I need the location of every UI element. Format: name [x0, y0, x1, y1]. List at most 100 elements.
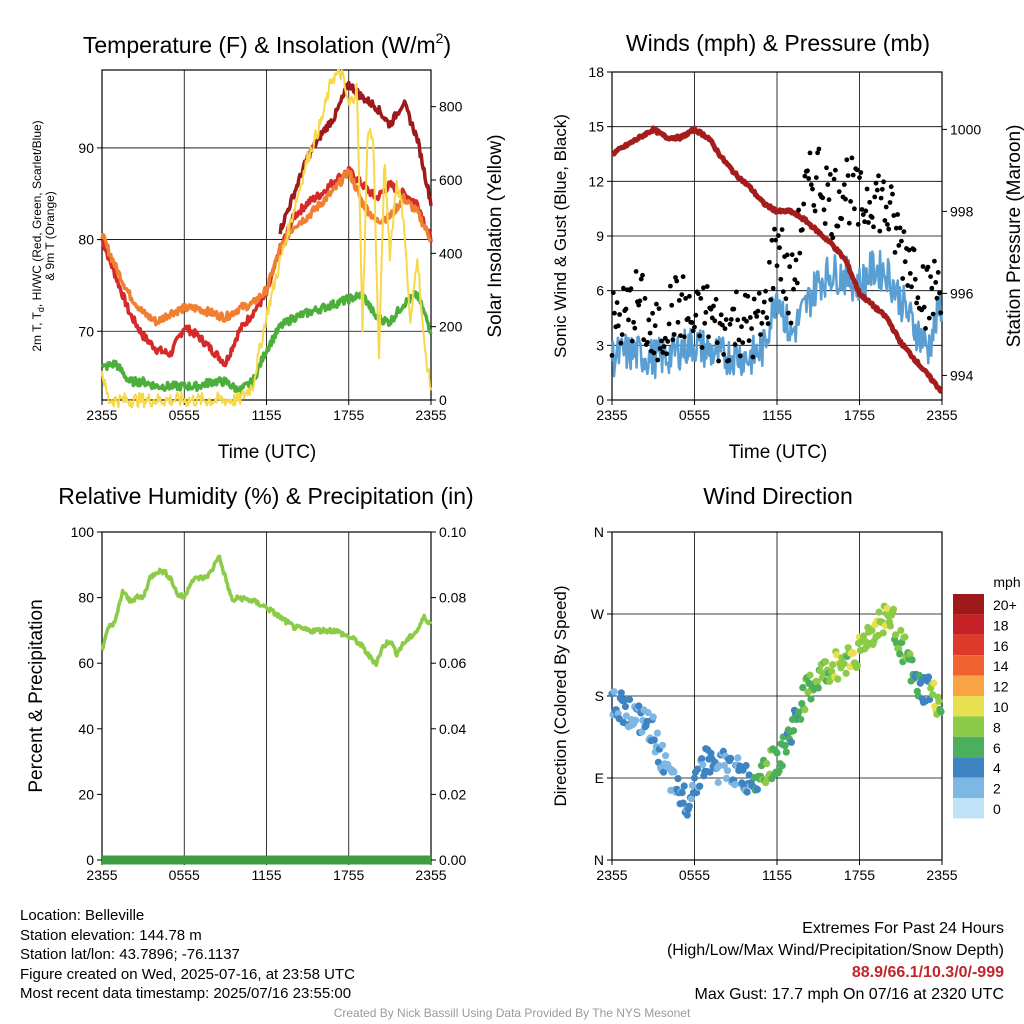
gust-point — [614, 300, 620, 305]
gust-point — [767, 259, 772, 265]
direction-point — [807, 695, 815, 703]
direction-point — [734, 754, 742, 762]
gust-point — [895, 212, 900, 217]
direction-point — [797, 715, 805, 723]
y-tick-label: 40 — [78, 721, 94, 737]
gust-point — [617, 312, 622, 317]
gust-point — [869, 215, 875, 220]
y-tick-label: 20 — [78, 786, 94, 802]
direction-point — [617, 689, 625, 697]
gust-point — [882, 218, 888, 223]
gust-point — [899, 238, 904, 244]
humidity-y-axis-label: Percent & Precipitation — [26, 599, 47, 792]
gust-point — [690, 328, 696, 334]
gust-point — [911, 247, 917, 253]
gust-point — [873, 180, 879, 186]
legend-swatch — [953, 675, 984, 696]
gust-point — [802, 173, 808, 179]
gust-point — [734, 289, 739, 295]
legend-swatch — [953, 696, 984, 717]
x-tick-label: 0555 — [679, 867, 710, 883]
gust-point — [789, 252, 795, 258]
gust-point — [900, 276, 906, 281]
y-tick-label: W — [591, 606, 605, 622]
gust-point — [885, 222, 890, 227]
series-line-yellow — [101, 68, 432, 409]
gust-point — [632, 325, 638, 331]
gust-point — [642, 296, 648, 301]
gust-point — [640, 272, 645, 278]
direction-point — [875, 608, 883, 616]
gust-point — [656, 306, 662, 311]
gust-point — [774, 263, 780, 269]
gust-point — [881, 179, 886, 185]
gust-point — [777, 245, 782, 251]
direction-point — [743, 788, 751, 796]
gust-point — [699, 345, 705, 350]
direction-point — [690, 774, 699, 782]
max-gust: Max Gust: 17.7 mph On 07/16 at 2320 UTC — [694, 986, 1005, 1003]
y-tick-label: 70 — [78, 323, 94, 339]
gust-point — [770, 285, 776, 291]
gust-point — [674, 278, 680, 284]
y-tick-label: 80 — [78, 590, 94, 606]
gust-point — [839, 216, 845, 222]
gust-point — [659, 338, 664, 344]
gust-point — [890, 191, 895, 197]
y-tick-label: 12 — [588, 173, 604, 189]
gust-point — [863, 208, 869, 214]
winds-panel: Winds (mph) & Pressure (mb) 2355 0555 1155… — [551, 30, 1024, 463]
temperature-x-axis-label: Time (UTC) — [218, 442, 317, 463]
gust-point — [751, 296, 757, 302]
gust-point — [810, 186, 815, 192]
gust-point — [718, 312, 724, 318]
direction-point — [622, 712, 631, 720]
gust-point — [670, 337, 676, 343]
gust-point — [845, 173, 851, 179]
direction-point — [658, 741, 667, 749]
y2-tick-label: 996 — [950, 285, 974, 301]
y-tick-label: E — [595, 770, 604, 786]
gust-point — [923, 326, 928, 331]
x-tick-label: 2355 — [596, 407, 627, 423]
gust-point — [857, 175, 862, 181]
y2-tick-label: 0.00 — [439, 852, 466, 868]
gust-point — [651, 350, 657, 356]
gust-point — [685, 316, 691, 321]
station-location: Location: Belleville — [20, 907, 145, 924]
gust-point — [841, 182, 847, 188]
direction-point — [821, 658, 830, 666]
gust-point — [854, 167, 860, 173]
y2-tick-label: 800 — [439, 99, 463, 115]
gust-point — [698, 296, 704, 301]
direction-point — [886, 622, 895, 630]
gust-point — [800, 227, 805, 233]
gust-point — [765, 321, 771, 327]
x-tick-label: 1155 — [762, 407, 792, 423]
gust-point — [780, 289, 786, 295]
gust-point — [902, 259, 908, 265]
y2-tick-label: 1000 — [950, 121, 981, 137]
gust-point — [618, 340, 624, 346]
legend-label: 18 — [993, 617, 1009, 633]
x-tick-label: 1755 — [844, 867, 875, 883]
temperature-y-axis-label: 2m T, Td, HI/WC (Red, Green, Scarlet/Blu… — [30, 120, 57, 351]
gust-point — [697, 333, 702, 339]
gust-point — [891, 213, 897, 218]
y-tick-label: 60 — [78, 655, 94, 671]
gust-point — [822, 221, 828, 226]
gust-point — [852, 206, 857, 212]
legend-label: 4 — [993, 760, 1001, 776]
gust-point — [820, 195, 826, 201]
gust-point — [701, 285, 706, 291]
direction-point — [678, 789, 686, 797]
direction-point — [925, 673, 933, 681]
y2-tick-label: 994 — [950, 367, 974, 383]
gust-point — [860, 212, 866, 218]
humidity-panel: Relative Humidity (%) & Precipitation (i… — [26, 483, 474, 883]
gust-point — [675, 319, 681, 325]
wind-direction-panel: Wind Direction 2355 0555 1155 1755 2355NESWN… — [551, 483, 1021, 883]
gust-point — [825, 182, 831, 188]
direction-point — [853, 662, 862, 670]
